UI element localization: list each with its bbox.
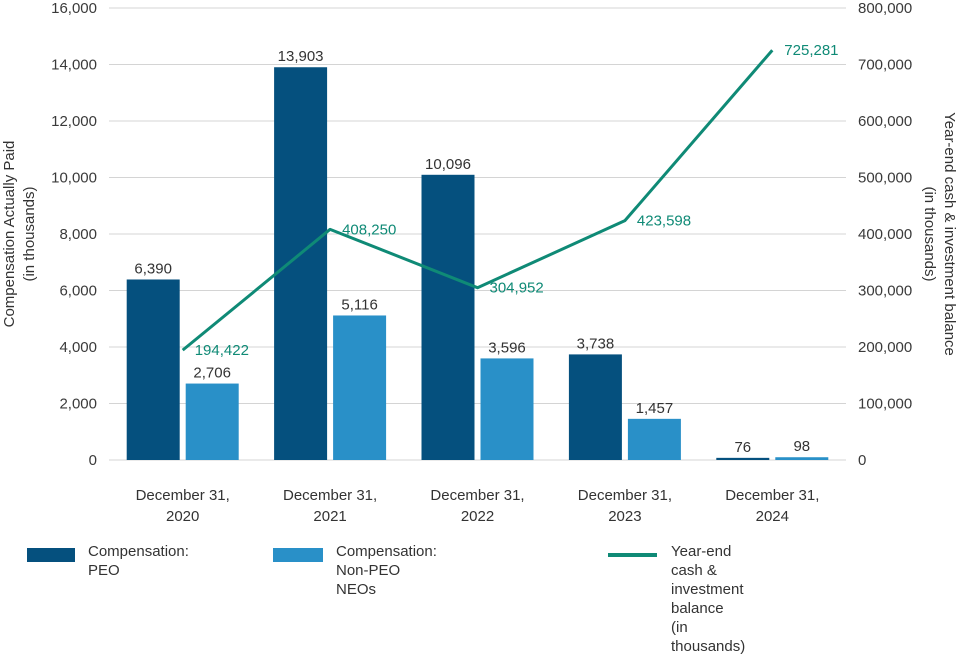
right-tick-label: 800,000 <box>858 0 912 17</box>
right-axis-title-line: (in thousands) <box>921 186 938 281</box>
right-tick-label: 700,000 <box>858 57 912 74</box>
axis-titles: Compensation Actually Paid (in thousands)… <box>1 112 958 356</box>
left-tick-label: 12,000 <box>51 113 97 130</box>
legend-label-non-peo: Compensation: Non-PEO NEOs <box>336 543 437 598</box>
bar-non-peo <box>627 418 681 460</box>
bar-peo <box>126 279 180 460</box>
category-label-line: 2022 <box>461 508 494 525</box>
category-label: December 31, 2020 <box>136 487 230 525</box>
category-label: December 31, 2021 <box>283 487 377 525</box>
left-axis-title-line: Compensation Actually Paid <box>1 141 18 328</box>
legend-swatch-non-peo <box>273 548 323 562</box>
left-tick-label: 10,000 <box>51 170 97 187</box>
legend-label-peo: Compensation: PEO <box>88 543 189 579</box>
data-label-peo: 3,738 <box>577 335 615 352</box>
bar-peo <box>274 67 328 461</box>
data-label-non-peo: 2,706 <box>193 365 231 382</box>
legend-swatch-cash <box>608 553 657 557</box>
bar-peo <box>568 354 622 460</box>
data-label-peo: 13,903 <box>278 48 324 65</box>
left-tick-label: 14,000 <box>51 57 97 74</box>
data-label-cash: 194,422 <box>195 342 249 359</box>
cash-line <box>181 49 774 352</box>
data-label-non-peo: 1,457 <box>636 400 674 417</box>
left-tick-label: 16,000 <box>51 0 97 17</box>
left-tick-label: 2,000 <box>59 396 97 413</box>
data-labels: 6,390 2,706 13,903 5,116 10,096 3,596 3,738 1,4… <box>134 42 838 456</box>
right-tick-label: 300,000 <box>858 283 912 300</box>
bars <box>126 67 829 461</box>
category-label: December 31, 2023 <box>578 487 672 525</box>
right-tick-label: 100,000 <box>858 396 912 413</box>
right-axis-title-line: Year-end cash & investment balance <box>941 112 958 356</box>
category-label-line: December 31, <box>283 487 377 504</box>
category-label: December 31, 2022 <box>430 487 524 525</box>
data-label-peo: 10,096 <box>425 156 471 173</box>
category-label-line: 2021 <box>313 508 346 525</box>
right-tick-label: 200,000 <box>858 339 912 356</box>
right-tick-label: 0 <box>858 452 866 469</box>
bar-peo <box>421 174 475 460</box>
axis-ticks: 0 2,000 4,000 6,000 8,000 10,000 12,000 14,000 1… <box>51 0 912 469</box>
category-label: December 31, 2024 <box>725 487 819 525</box>
data-label-cash: 304,952 <box>490 280 544 297</box>
category-label-line: December 31, <box>136 487 230 504</box>
data-label-cash: 725,281 <box>784 42 838 59</box>
category-label-line: 2024 <box>756 508 789 525</box>
cash-series-line <box>181 49 774 352</box>
data-label-peo: 6,390 <box>134 260 172 277</box>
bar-non-peo <box>333 315 387 460</box>
data-label-peo: 76 <box>734 439 751 456</box>
category-label-line: December 31, <box>430 487 524 504</box>
left-tick-label: 8,000 <box>59 226 97 243</box>
category-label-line: 2023 <box>608 508 641 525</box>
legend: Compensation: PEO Compensation: Non-PEO … <box>0 540 970 655</box>
bar-peo <box>716 457 770 460</box>
right-tick-label: 600,000 <box>858 113 912 130</box>
bar-non-peo <box>480 358 534 460</box>
category-label-line: 2020 <box>166 508 199 525</box>
left-tick-label: 0 <box>89 452 97 469</box>
left-axis-title-line: (in thousands) <box>21 186 38 281</box>
category-label-line: December 31, <box>725 487 819 504</box>
left-tick-label: 6,000 <box>59 283 97 300</box>
right-axis-title: Year-end cash & investment balance(in th… <box>921 112 958 356</box>
combo-chart: 6,390 2,706 13,903 5,116 10,096 3,596 3,738 1,4… <box>1 0 958 525</box>
data-label-non-peo: 3,596 <box>488 339 526 356</box>
right-tick-label: 500,000 <box>858 170 912 187</box>
category-label-line: December 31, <box>578 487 672 504</box>
data-label-cash: 408,250 <box>342 221 396 238</box>
right-tick-label: 400,000 <box>858 226 912 243</box>
left-axis-title: Compensation Actually Paid (in thousands) <box>1 141 38 328</box>
data-label-non-peo: 98 <box>793 438 810 455</box>
left-tick-label: 4,000 <box>59 339 97 356</box>
legend-swatch-peo <box>27 548 75 562</box>
bar-non-peo <box>775 457 829 460</box>
data-label-cash: 423,598 <box>637 213 691 230</box>
legend-label-cash: Year-end cash & investment balance (in t… <box>671 543 746 655</box>
bar-non-peo <box>185 383 239 460</box>
data-label-non-peo: 5,116 <box>341 296 377 313</box>
